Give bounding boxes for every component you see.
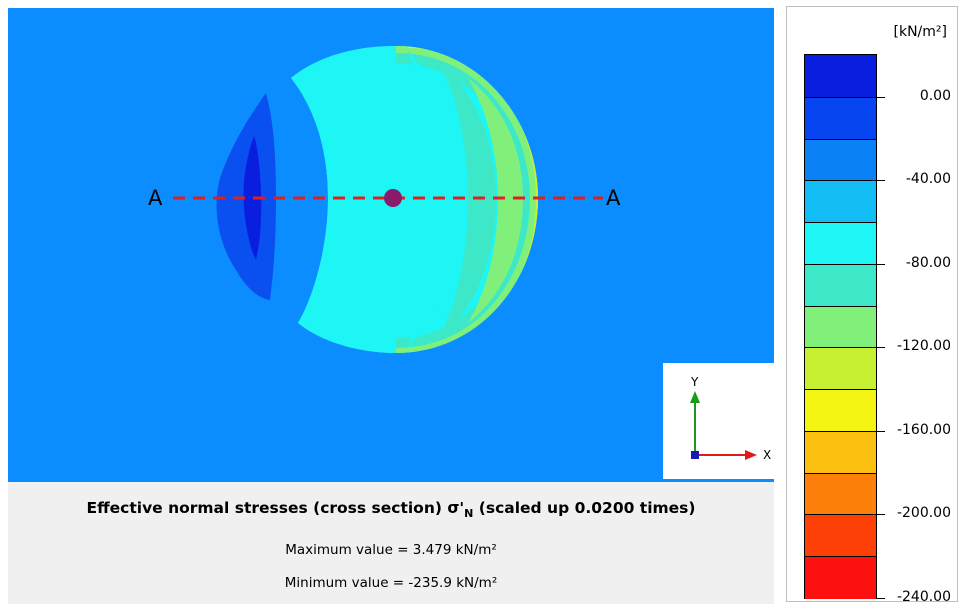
legend-tick [877, 347, 885, 349]
legend-band [805, 514, 876, 558]
legend-band [805, 472, 876, 516]
legend-label: -120.00 [896, 338, 951, 355]
legend-band [805, 138, 876, 182]
legend-tick [877, 514, 885, 516]
legend-label: -80.00 [905, 254, 951, 271]
caption-title-suffix: (scaled up 0.0200 times) [473, 499, 696, 517]
axes-indicator[interactable]: Y X [663, 363, 774, 479]
color-legend: [kN/m²] 0.00 -40.00 -80.00 -120.00 -160.00 -2… [786, 6, 958, 605]
legend-tick [877, 96, 885, 98]
legend-band [805, 347, 876, 391]
caption-title-prefix: Effective normal stresses (cross section… [86, 499, 465, 517]
legend-band [805, 222, 876, 266]
minimum-value-text: Minimum value = -235.9 kN/m² [284, 575, 498, 591]
legend-label: -40.00 [905, 171, 951, 188]
legend-band [805, 305, 876, 349]
legend-tick [877, 180, 885, 182]
legend-band [805, 55, 876, 98]
caption-title: Effective normal stresses (cross section… [8, 499, 774, 520]
plot-area[interactable]: A A Y X [8, 8, 774, 482]
inner-green-band [468, 78, 523, 323]
legend-label: 0.00 [919, 87, 951, 104]
legend-unit: [kN/m²] [893, 24, 947, 40]
stress-contour-plot [8, 8, 774, 482]
legend-tick [877, 263, 885, 265]
section-label-right: A [606, 186, 621, 210]
legend-band [805, 430, 876, 475]
center-marker [384, 189, 402, 207]
left-crescent-core [243, 136, 262, 260]
x-axis-label: X [763, 448, 772, 462]
legend-color-bar [804, 54, 877, 600]
legend-band [805, 96, 876, 141]
legend-tick [877, 430, 885, 432]
legend-label: -200.00 [896, 505, 951, 522]
legend-band [805, 389, 876, 433]
inner-teal-band [438, 60, 496, 340]
legend-band [805, 556, 876, 600]
legend-band [805, 263, 876, 308]
maximum-value-text: Maximum value = 3.479 kN/m² [285, 542, 497, 558]
legend-band [805, 180, 876, 224]
legend-label: -160.00 [896, 421, 951, 438]
legend-label: -240.00 [896, 589, 951, 605]
axes-indicator-icon [690, 391, 757, 460]
legend-tick [877, 598, 885, 599]
caption-title-subscript: N [464, 507, 474, 520]
y-axis-label: Y [691, 375, 699, 389]
caption-panel: Effective normal stresses (cross section… [8, 482, 774, 604]
section-label-left: A [148, 186, 163, 210]
